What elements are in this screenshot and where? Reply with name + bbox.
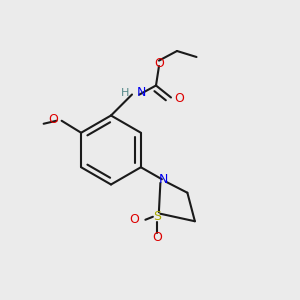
Text: O: O bbox=[175, 92, 184, 106]
Text: N: N bbox=[159, 173, 168, 186]
Text: O: O bbox=[130, 213, 140, 226]
Text: N: N bbox=[137, 86, 146, 100]
Text: O: O bbox=[48, 113, 58, 126]
Text: O: O bbox=[152, 231, 162, 244]
Text: H: H bbox=[121, 88, 129, 98]
Text: O: O bbox=[154, 57, 164, 70]
Text: S: S bbox=[153, 210, 161, 223]
